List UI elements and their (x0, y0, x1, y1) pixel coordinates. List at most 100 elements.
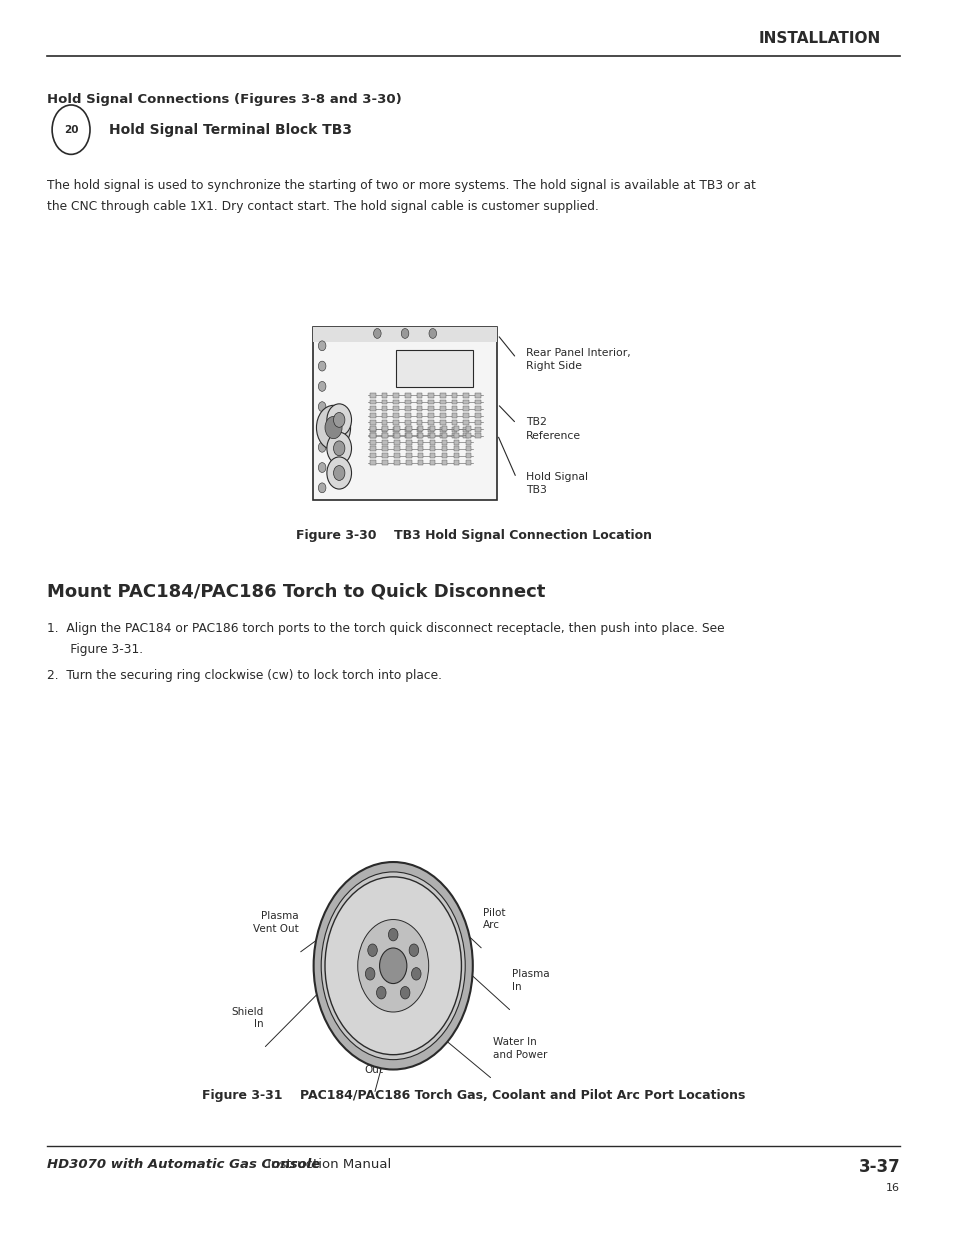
Bar (313, 327, 497, 500)
Bar (452, 427, 456, 432)
Bar (381, 427, 387, 432)
Bar (475, 406, 480, 411)
Circle shape (401, 329, 409, 338)
Bar (465, 453, 471, 458)
Bar (454, 446, 458, 451)
Bar (416, 400, 422, 405)
Bar (465, 440, 471, 445)
Bar (394, 453, 399, 458)
Bar (429, 440, 435, 445)
Circle shape (327, 432, 351, 464)
Bar (313, 327, 497, 342)
Bar (439, 412, 445, 417)
Bar (394, 426, 399, 431)
Circle shape (357, 920, 428, 1011)
Text: Hold Signal Connections (Figures 3-8 and 3-30): Hold Signal Connections (Figures 3-8 and… (48, 93, 402, 106)
Bar (441, 426, 447, 431)
Bar (416, 427, 422, 432)
Bar (441, 453, 447, 458)
Bar (405, 440, 411, 445)
Bar (429, 453, 435, 458)
Text: HD3070 with Automatic Gas Console: HD3070 with Automatic Gas Console (48, 1158, 320, 1172)
Bar (394, 446, 399, 451)
Bar (405, 420, 411, 425)
Text: the CNC through cable 1X1. Dry contact start. The hold signal cable is customer : the CNC through cable 1X1. Dry contact s… (48, 200, 598, 214)
Bar (416, 412, 422, 417)
Bar (370, 426, 375, 431)
Circle shape (411, 967, 420, 981)
Bar (454, 426, 458, 431)
Bar (393, 412, 398, 417)
Bar (405, 426, 411, 431)
Circle shape (325, 416, 342, 438)
Bar (370, 427, 375, 432)
Text: Instruction Manual: Instruction Manual (263, 1158, 392, 1172)
Bar (381, 393, 387, 398)
Bar (405, 427, 411, 432)
Circle shape (318, 442, 326, 452)
Bar (370, 406, 375, 411)
Bar (381, 453, 387, 458)
Bar (428, 433, 434, 438)
Bar (394, 459, 399, 464)
Bar (475, 427, 480, 432)
Bar (370, 420, 375, 425)
Text: 1.  Align the PAC184 or PAC186 torch ports to the torch quick disconnect recepta: 1. Align the PAC184 or PAC186 torch port… (48, 622, 724, 636)
Bar (475, 400, 480, 405)
Bar (370, 412, 375, 417)
Bar (452, 393, 456, 398)
Text: Figure 3-31    PAC184/PAC186 Torch Gas, Coolant and Pilot Arc Port Locations: Figure 3-31 PAC184/PAC186 Torch Gas, Coo… (202, 1089, 744, 1103)
Bar (439, 393, 445, 398)
Bar (417, 453, 423, 458)
Text: INSTALLATION: INSTALLATION (759, 31, 881, 46)
Circle shape (327, 404, 351, 436)
Circle shape (379, 948, 406, 983)
Bar (465, 426, 471, 431)
Bar (393, 400, 398, 405)
Bar (405, 453, 411, 458)
Bar (381, 426, 387, 431)
Circle shape (376, 987, 386, 999)
Circle shape (327, 457, 351, 489)
Bar (405, 432, 411, 437)
Text: 16: 16 (885, 1183, 900, 1193)
Text: Pilot
Arc: Pilot Arc (483, 908, 505, 930)
Bar (429, 446, 435, 451)
Circle shape (314, 862, 473, 1070)
Bar (452, 406, 456, 411)
Bar (428, 400, 434, 405)
Text: Shield
In: Shield In (231, 1007, 263, 1029)
Bar (439, 406, 445, 411)
Bar (416, 393, 422, 398)
Bar (475, 433, 480, 438)
Bar (454, 459, 458, 464)
Bar (463, 406, 469, 411)
Circle shape (334, 466, 345, 480)
Bar (405, 433, 411, 438)
Circle shape (321, 872, 465, 1060)
Circle shape (318, 401, 326, 411)
Circle shape (318, 422, 326, 432)
Bar (381, 400, 387, 405)
Bar (475, 412, 480, 417)
Bar (452, 412, 456, 417)
Bar (429, 426, 435, 431)
Bar (370, 440, 375, 445)
Bar (454, 432, 458, 437)
Bar (370, 446, 375, 451)
Bar (441, 440, 447, 445)
Bar (416, 406, 422, 411)
Circle shape (318, 483, 326, 493)
Circle shape (316, 405, 350, 450)
Bar (475, 420, 480, 425)
Bar (428, 412, 434, 417)
Bar (395, 350, 473, 387)
Bar (429, 432, 435, 437)
Bar (381, 440, 387, 445)
Bar (417, 432, 423, 437)
Text: TB2
Reference: TB2 Reference (525, 417, 580, 441)
Text: 2.  Turn the securing ring clockwise (cw) to lock torch into place.: 2. Turn the securing ring clockwise (cw)… (48, 669, 442, 683)
Bar (429, 459, 435, 464)
Text: 20: 20 (64, 125, 78, 135)
Text: Mount PAC184/PAC186 Torch to Quick Disconnect: Mount PAC184/PAC186 Torch to Quick Disco… (48, 583, 545, 601)
